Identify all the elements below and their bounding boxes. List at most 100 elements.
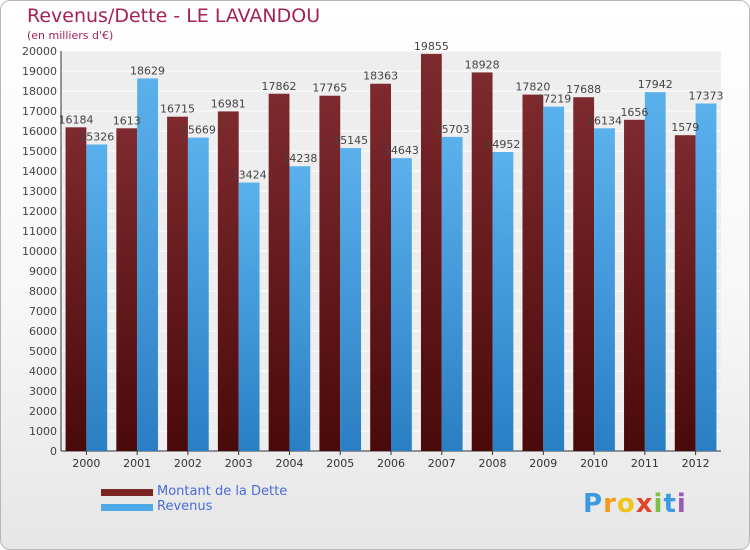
y-tick-label: 15000	[22, 145, 57, 158]
bar-revenus	[543, 106, 565, 452]
bar-dette	[65, 127, 87, 451]
y-tick-label: 19000	[22, 65, 57, 78]
data-label: 18629	[130, 64, 165, 77]
x-tick-label: 2002	[174, 457, 202, 470]
x-tick-label: 2003	[225, 457, 253, 470]
x-tick-label: 2001	[123, 457, 151, 470]
bar-revenus	[340, 148, 362, 451]
logo-letter: i	[676, 489, 687, 519]
y-tick-label: 16000	[22, 125, 57, 138]
bar-revenus	[391, 158, 412, 451]
data-label: 16981	[211, 97, 246, 110]
y-tick-label: 3000	[29, 385, 57, 398]
bar-revenus	[238, 182, 260, 451]
logo-letter: i	[653, 489, 664, 519]
data-label: 15145	[333, 134, 368, 147]
x-tick-label: 2012	[682, 457, 710, 470]
data-label: 13424	[232, 169, 267, 182]
data-label: 1579	[671, 121, 699, 134]
legend-label-revenus: Revenus	[157, 499, 213, 514]
data-label: 17820	[515, 81, 550, 94]
bar-revenus	[441, 136, 463, 451]
y-tick-label: 7000	[29, 305, 57, 318]
data-label: 14952	[485, 138, 520, 151]
x-tick-label: 2005	[326, 457, 354, 470]
data-label: 18928	[465, 58, 500, 71]
chart-title: Revenus/Dette - LE LAVANDOU	[27, 5, 321, 27]
data-label: 19855	[414, 40, 449, 53]
y-tick-label: 9000	[29, 265, 57, 278]
data-label: 14238	[282, 152, 317, 165]
bar-dette	[268, 93, 290, 451]
logo-letter: t	[663, 489, 677, 519]
bar-dette	[167, 116, 188, 451]
bar-revenus	[695, 103, 717, 451]
data-label: 15703	[435, 123, 470, 136]
data-label: 17862	[262, 80, 297, 93]
y-tick-label: 13000	[22, 185, 57, 198]
data-label: 15326	[79, 130, 114, 143]
data-label: 17942	[638, 78, 673, 91]
y-tick-label: 0	[50, 445, 57, 458]
y-tick-label: 4000	[29, 365, 57, 378]
logo-letter: o	[616, 489, 636, 519]
y-tick-label: 8000	[29, 285, 57, 298]
data-label: 1613	[113, 114, 141, 127]
legend-swatch-dette	[101, 489, 153, 496]
legend-label-dette: Montant de la Dette	[157, 484, 288, 499]
y-tick-label: 2000	[29, 405, 57, 418]
bar-revenus	[594, 128, 615, 451]
data-label: 16134	[587, 114, 622, 127]
x-tick-label: 2010	[580, 457, 608, 470]
y-tick-label: 14000	[22, 165, 57, 178]
logo-letter: P	[583, 489, 604, 519]
y-tick-label: 10000	[22, 245, 57, 258]
data-label: 17688	[566, 83, 601, 96]
data-label: 14643	[384, 144, 419, 157]
data-label: 17765	[312, 82, 347, 95]
x-tick-label: 2007	[428, 457, 456, 470]
proxiti-logo: Proxiti	[583, 489, 687, 519]
x-tick-label: 2000	[72, 457, 100, 470]
chart-subtitle: (en milliers d'€)	[27, 29, 114, 42]
bar-dette	[674, 135, 696, 451]
data-label: 15669	[181, 124, 216, 137]
bar-revenus	[289, 166, 311, 452]
bar-dette	[522, 94, 544, 451]
bar-dette	[573, 97, 595, 452]
bar-revenus	[644, 92, 666, 451]
data-label: 17373	[689, 90, 724, 103]
data-label: 18363	[363, 70, 398, 83]
x-tick-label: 2004	[275, 457, 303, 470]
y-tick-label: 20000	[22, 45, 57, 58]
bar-revenus	[137, 78, 158, 452]
x-tick-label: 2008	[479, 457, 507, 470]
y-tick-label: 18000	[22, 85, 57, 98]
data-label: 17219	[536, 93, 571, 106]
data-label: 16715	[160, 103, 195, 116]
data-label: 1656	[620, 106, 648, 119]
y-tick-label: 6000	[29, 325, 57, 338]
x-tick-label: 2011	[631, 457, 659, 470]
bar-dette	[319, 95, 341, 451]
bar-dette	[370, 83, 391, 452]
bar-dette	[420, 53, 442, 452]
bar-dette	[624, 119, 645, 452]
bar-dette	[217, 111, 239, 451]
bar-dette	[116, 128, 138, 452]
y-tick-label: 11000	[22, 225, 57, 238]
legend-swatch-revenus	[101, 504, 153, 511]
y-tick-label: 5000	[29, 345, 57, 358]
logo-letter: x	[635, 489, 654, 519]
logo-letter: r	[603, 489, 617, 519]
y-tick-label: 1000	[29, 425, 57, 438]
bar-revenus	[187, 137, 209, 451]
y-tick-label: 12000	[22, 205, 57, 218]
bar-revenus	[492, 151, 514, 451]
y-tick-label: 17000	[22, 105, 57, 118]
data-label: 16184	[58, 113, 93, 126]
x-tick-label: 2006	[377, 457, 405, 470]
bar-revenus	[86, 144, 108, 452]
